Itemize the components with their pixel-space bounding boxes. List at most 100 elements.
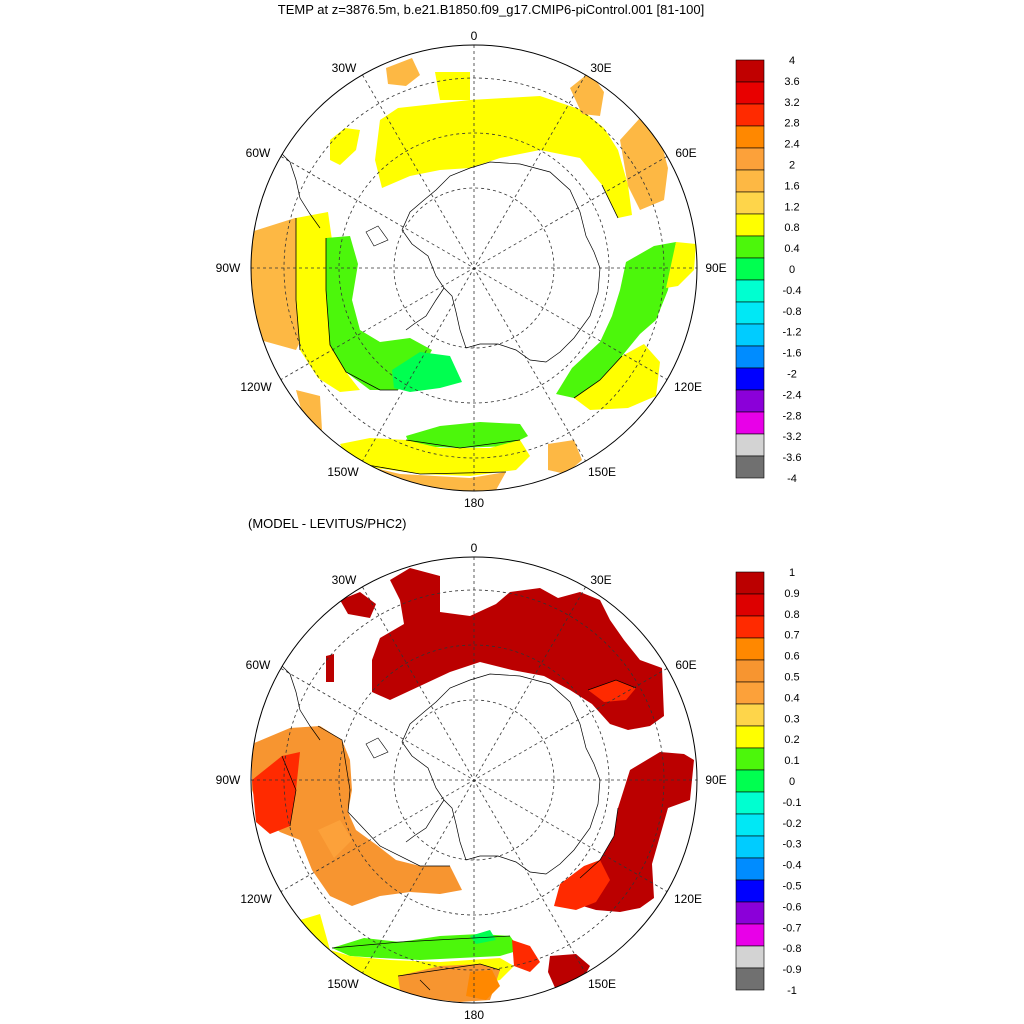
lon-label-120w: 120W [240, 892, 272, 906]
colorbar-tick-label: -1 [787, 985, 797, 997]
colorbar-swatch [735, 389, 765, 413]
lon-label-60w: 60W [246, 658, 271, 672]
contour-line [295, 184, 623, 475]
colorbar-swatch [735, 191, 765, 215]
top-map-boundary [250, 44, 698, 492]
colorbar-swatch [735, 813, 765, 837]
colorbar-tick-label: 0.6 [784, 651, 799, 663]
field-region [326, 654, 334, 682]
field-region [330, 128, 360, 165]
colorbar-tick-label: -4 [787, 473, 797, 485]
field-region [372, 568, 664, 730]
colorbar-tick-label: 3.2 [784, 97, 799, 109]
antarctic-peninsula [405, 799, 445, 843]
antarctica-coastline [401, 673, 601, 875]
top-graticule [251, 45, 697, 491]
colorbar-swatch [735, 637, 765, 661]
colorbar-swatch [735, 257, 765, 281]
bottom-map-fields [252, 568, 694, 1002]
top-map-fields [251, 58, 696, 491]
colorbar-tick-label: -0.4 [783, 285, 802, 297]
field-region [554, 860, 610, 910]
colorbar-swatch [735, 301, 765, 325]
south-america-tip [281, 153, 321, 229]
field-region [340, 592, 376, 618]
colorbar-tick-label: 0.1 [784, 755, 799, 767]
lon-label-150e: 150E [588, 977, 616, 991]
field-region [392, 352, 462, 392]
field-region [252, 752, 300, 834]
field-region [252, 726, 462, 906]
antarctica-coastline [401, 161, 601, 363]
lon-label-30w: 30W [332, 61, 357, 75]
lon-label-60e: 60E [675, 658, 696, 672]
colorbar-swatch [735, 433, 765, 457]
colorbar-swatch [735, 103, 765, 127]
colorbar-tick-label: 0.2 [784, 734, 799, 746]
colorbar-swatch [735, 593, 765, 617]
field-region [466, 970, 500, 1000]
lon-label-150w: 150W [327, 465, 359, 479]
colorbar-swatch [735, 681, 765, 705]
colorbar-tick-label: -0.4 [783, 860, 802, 872]
colorbar-tick-label: -0.2 [783, 818, 802, 830]
colorbar-tick-label: -0.9 [783, 964, 802, 976]
field-region [470, 930, 496, 944]
colorbar-tick-label: 2.8 [784, 118, 799, 130]
lon-label-150e: 150E [588, 465, 616, 479]
field-region [435, 72, 470, 100]
difference-title: (MODEL - LEVITUS/PHC2) [248, 516, 406, 531]
lon-label-180: 180 [464, 496, 484, 510]
field-region [574, 344, 660, 410]
lon-label-150w: 150W [327, 977, 359, 991]
field-region [406, 422, 528, 448]
colorbar-swatch [735, 147, 765, 171]
colorbar-swatch [735, 747, 765, 771]
colorbar-swatch [735, 835, 765, 859]
colorbar-swatch [735, 345, 765, 369]
colorbar-swatch [735, 235, 765, 259]
colorbar-swatch [735, 571, 765, 595]
lon-label-180: 180 [464, 1008, 484, 1022]
figure-title: TEMP at z=3876.5m, b.e21.B1850.f09_g17.C… [278, 2, 705, 17]
colorbar-tick-label: -0.8 [783, 943, 802, 955]
antarctic-peninsula [405, 287, 445, 331]
field-region [296, 212, 360, 392]
colorbar-tick-label: 1.6 [784, 180, 799, 192]
colorbar-tick-label: 4 [789, 55, 795, 67]
field-region [588, 680, 636, 702]
colorbar-tick-label: -3.6 [783, 452, 802, 464]
lon-label-90w: 90W [216, 261, 241, 275]
lon-label-90e: 90E [705, 261, 726, 275]
field-region [326, 236, 432, 390]
colorbar-tick-label: -0.5 [783, 881, 802, 893]
colorbar-swatch [735, 879, 765, 903]
colorbar-swatch [735, 791, 765, 815]
bottom-polar-map: 0 30W 30E 60W 60E 90W 90E 120W 120E 150W… [216, 541, 727, 1022]
field-region [318, 820, 352, 858]
colorbar-swatch [735, 659, 765, 683]
colorbar-tick-label: -2 [787, 369, 797, 381]
field-region [386, 58, 420, 86]
colorbar-tick-label: -0.8 [783, 306, 802, 318]
field-region [340, 438, 530, 476]
colorbar-tick-label: -0.1 [783, 797, 802, 809]
lon-label-60e: 60E [675, 146, 696, 160]
colorbar-swatch [735, 703, 765, 727]
colorbar-swatch [735, 615, 765, 639]
lon-label-0: 0 [471, 541, 478, 555]
lon-label-30e: 30E [590, 61, 611, 75]
colorbar-tick-label: 0.9 [784, 588, 799, 600]
top-colorbar: 4 3.6 3.2 2.8 2.4 2 1.6 1.2 0.8 0.4 0 -0.4 -0.8 -1.2 -… [735, 55, 802, 485]
field-region [620, 118, 668, 210]
colorbar-tick-label: 0.3 [784, 713, 799, 725]
field-region [296, 390, 322, 430]
colorbar-tick-label: 1 [789, 567, 795, 579]
lon-label-90e: 90E [705, 773, 726, 787]
colorbar-swatch [735, 923, 765, 947]
colorbar-tick-label: 0.8 [784, 609, 799, 621]
colorbar-swatch [735, 725, 765, 749]
colorbar-tick-label: -2.4 [783, 389, 802, 401]
bottom-map-boundary [250, 556, 698, 1004]
colorbar-tick-label: 0 [789, 776, 795, 788]
